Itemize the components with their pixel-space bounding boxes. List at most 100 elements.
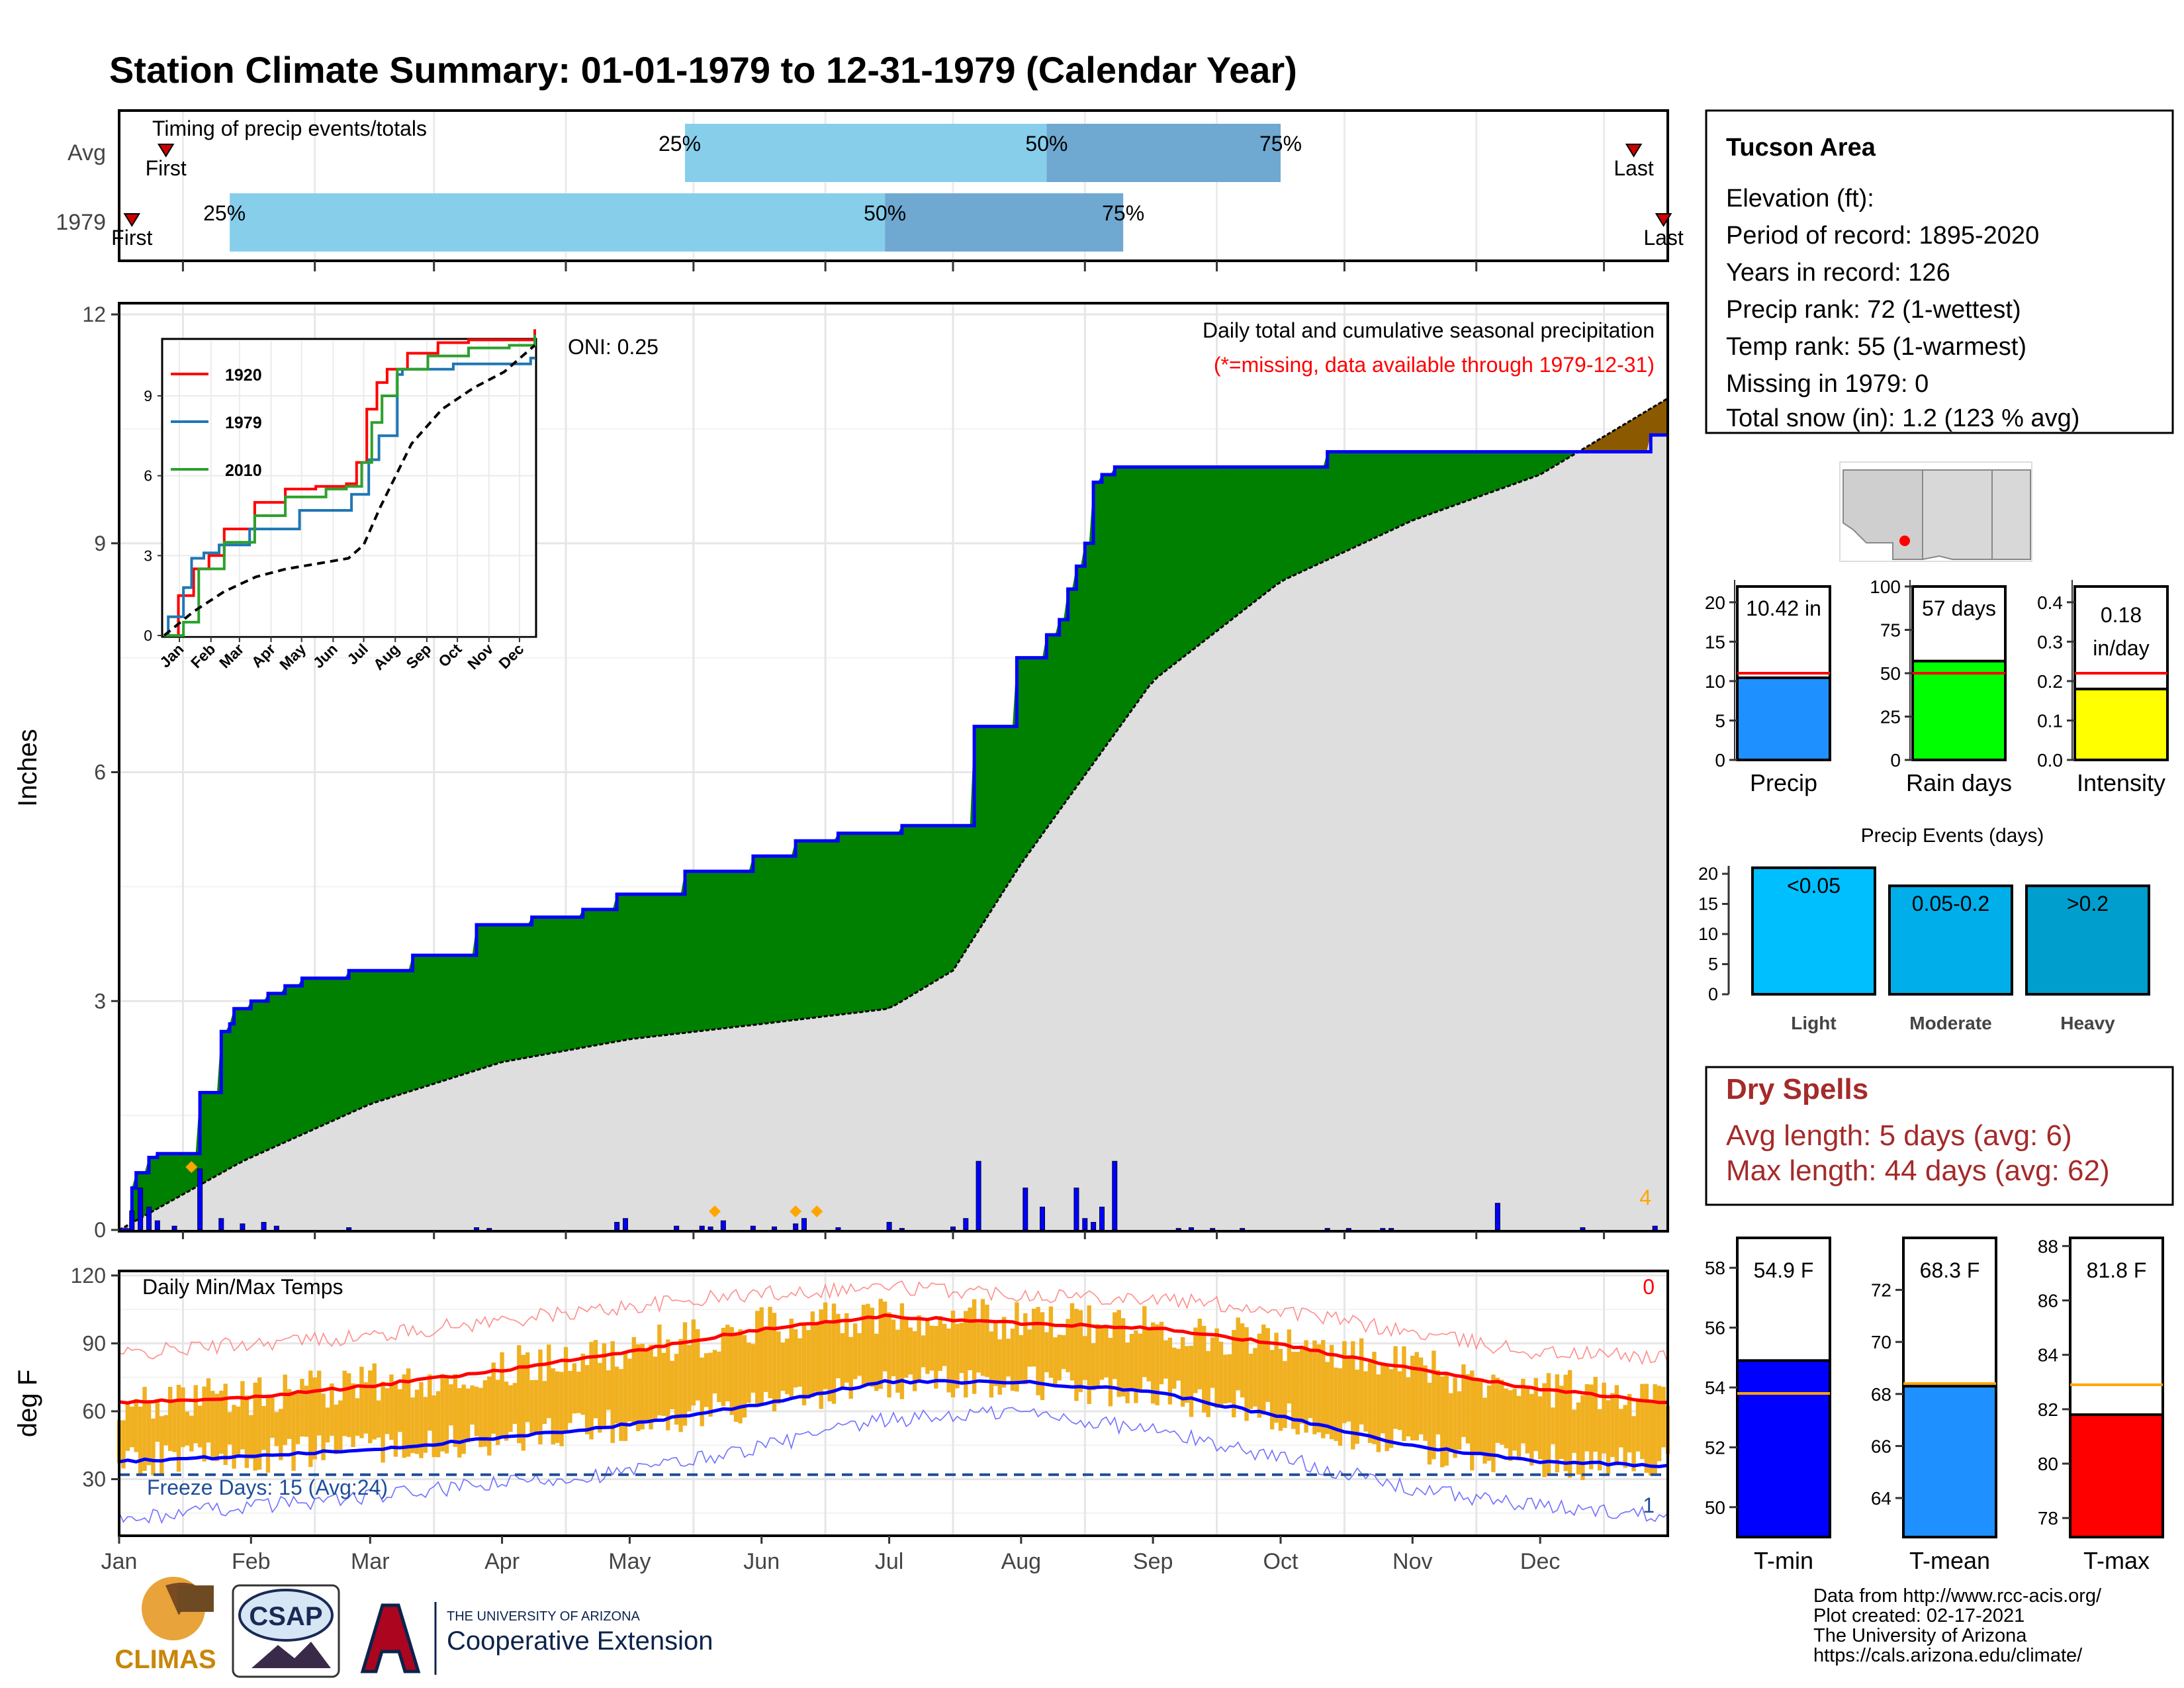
precip-y-tick-label: 0 bbox=[94, 1218, 106, 1242]
daily-temp-bar bbox=[1661, 1386, 1666, 1448]
daily-precip-bar bbox=[772, 1226, 777, 1231]
daily-temp-bar bbox=[134, 1399, 138, 1452]
daily-precip-bar bbox=[346, 1227, 352, 1231]
summary-y-tick-label: 100 bbox=[1870, 577, 1901, 597]
timing-label-50: 50% bbox=[864, 201, 906, 225]
daily-temp-bar bbox=[572, 1363, 577, 1414]
timing-last-label: Last bbox=[1614, 156, 1654, 180]
summary-bar-label: Intensity bbox=[2077, 769, 2165, 796]
timing-bars: 25% 50% 75% First Last 25% 50% 75% First Last bbox=[111, 124, 1684, 252]
daily-temp-bar bbox=[576, 1372, 581, 1413]
daily-precip-bar bbox=[614, 1221, 620, 1231]
timing-label-75: 75% bbox=[1102, 201, 1144, 225]
inset-frame bbox=[161, 338, 537, 638]
daily-temp-bar bbox=[432, 1395, 436, 1458]
daily-temp-bar bbox=[793, 1329, 798, 1387]
inset-y-tick-label: 0 bbox=[144, 627, 152, 644]
daily-precip-bar bbox=[171, 1225, 177, 1231]
daily-temp-bar bbox=[1278, 1348, 1283, 1431]
daily-temp-bar bbox=[997, 1339, 1002, 1395]
daily-temp-bar bbox=[295, 1391, 300, 1444]
daily-temp-bar bbox=[1406, 1377, 1411, 1437]
daily-temp-bar bbox=[155, 1399, 160, 1442]
daily-temp-bar bbox=[1338, 1368, 1343, 1446]
timing-first-label: First bbox=[111, 226, 152, 250]
precip-y-tick-label: 12 bbox=[82, 303, 106, 326]
daily-temp-bar bbox=[823, 1302, 828, 1389]
daily-precip-bar bbox=[750, 1225, 756, 1231]
daily-precip-bar bbox=[474, 1227, 479, 1231]
daily-temp-bar bbox=[844, 1313, 849, 1383]
dry-spells-frame bbox=[1705, 1066, 2174, 1206]
daily-temp-bar bbox=[210, 1391, 215, 1458]
daily-temp-bar bbox=[359, 1366, 364, 1438]
daily-temp-bar bbox=[1155, 1324, 1160, 1405]
daily-temp-bar bbox=[964, 1311, 968, 1398]
daily-temp-bar bbox=[1104, 1326, 1109, 1378]
daily-temp-bar bbox=[1240, 1323, 1245, 1398]
daily-temp-bar bbox=[1308, 1350, 1313, 1419]
daily-temp-bar bbox=[1218, 1341, 1224, 1408]
daily-precip-bar bbox=[1380, 1228, 1386, 1231]
climas-logo-text: CLIMAS bbox=[114, 1645, 216, 1674]
events-bar-moderate bbox=[1888, 884, 2013, 996]
timing-row-label-year: 1979 bbox=[56, 210, 106, 235]
daily-temp-bar bbox=[887, 1312, 891, 1398]
daily-temp-bar bbox=[857, 1333, 862, 1376]
daily-temp-bar bbox=[517, 1345, 522, 1444]
daily-temp-bar bbox=[1559, 1385, 1564, 1460]
daily-temp-bar bbox=[763, 1329, 768, 1392]
daily-temp-bar bbox=[1261, 1324, 1266, 1415]
daily-temp-bar bbox=[244, 1395, 250, 1468]
summary-bar-precip bbox=[1736, 676, 1831, 762]
precip-y-tick-label: 6 bbox=[94, 761, 106, 784]
daily-temp-bar bbox=[1563, 1374, 1568, 1472]
station-missing: Missing in 1979: 0 bbox=[1726, 370, 1929, 398]
daily-temp-bar bbox=[159, 1416, 164, 1475]
daily-temp-bar bbox=[785, 1338, 790, 1395]
daily-temp-bar bbox=[547, 1344, 551, 1419]
daily-temp-bar bbox=[338, 1400, 343, 1452]
daily-temp-bar bbox=[874, 1333, 879, 1391]
temp-panel-frame bbox=[118, 1270, 1669, 1537]
first-marker-icon bbox=[123, 213, 141, 227]
daily-temp-bar bbox=[747, 1342, 751, 1403]
daily-temp-bar bbox=[780, 1342, 786, 1391]
daily-temp-bar bbox=[797, 1338, 802, 1387]
daily-temp-bar bbox=[1031, 1308, 1036, 1367]
daily-temp-bar bbox=[602, 1343, 607, 1427]
daily-temp-bar bbox=[1627, 1393, 1632, 1453]
events-bar-heavy bbox=[2025, 884, 2150, 996]
daily-temp-bar bbox=[1576, 1402, 1581, 1475]
inset-grid bbox=[164, 341, 535, 636]
daily-temp-bar bbox=[1495, 1378, 1500, 1443]
daily-temp-bar bbox=[321, 1393, 326, 1460]
station-location-marker bbox=[1899, 536, 1910, 546]
daily-temp-bar bbox=[908, 1327, 913, 1375]
daily-precip-bar bbox=[976, 1160, 981, 1231]
daily-temp-bar bbox=[197, 1405, 203, 1448]
daily-temp-bar bbox=[712, 1350, 717, 1394]
month-label: Nov bbox=[1392, 1549, 1432, 1574]
daily-temp-bar bbox=[265, 1396, 271, 1473]
last-marker-icon bbox=[1625, 144, 1643, 158]
daily-temp-bar bbox=[1057, 1335, 1062, 1381]
daily-temp-bar bbox=[1606, 1400, 1611, 1474]
daily-temp-bar bbox=[1448, 1393, 1453, 1453]
daily-temp-bar bbox=[453, 1374, 458, 1447]
month-label: Sep bbox=[1133, 1549, 1173, 1574]
daily-temp-bar bbox=[1470, 1370, 1475, 1471]
inset-legend: 1920 1979 2010 bbox=[171, 366, 262, 480]
daily-temp-bar bbox=[559, 1372, 564, 1446]
daily-temp-bar bbox=[130, 1406, 134, 1448]
precip-y-axis: 0 3 6 9 12 bbox=[82, 261, 1606, 1242]
daily-precip-bar bbox=[886, 1221, 892, 1231]
daily-temp-bar bbox=[163, 1415, 168, 1446]
daily-temp-bar bbox=[1355, 1370, 1359, 1444]
daily-precip-bar bbox=[1324, 1228, 1330, 1231]
daily-temp-bar bbox=[1040, 1312, 1045, 1401]
daily-temp-bar bbox=[1376, 1374, 1381, 1452]
temp-summary-y-tick-label: 84 bbox=[2038, 1345, 2058, 1366]
